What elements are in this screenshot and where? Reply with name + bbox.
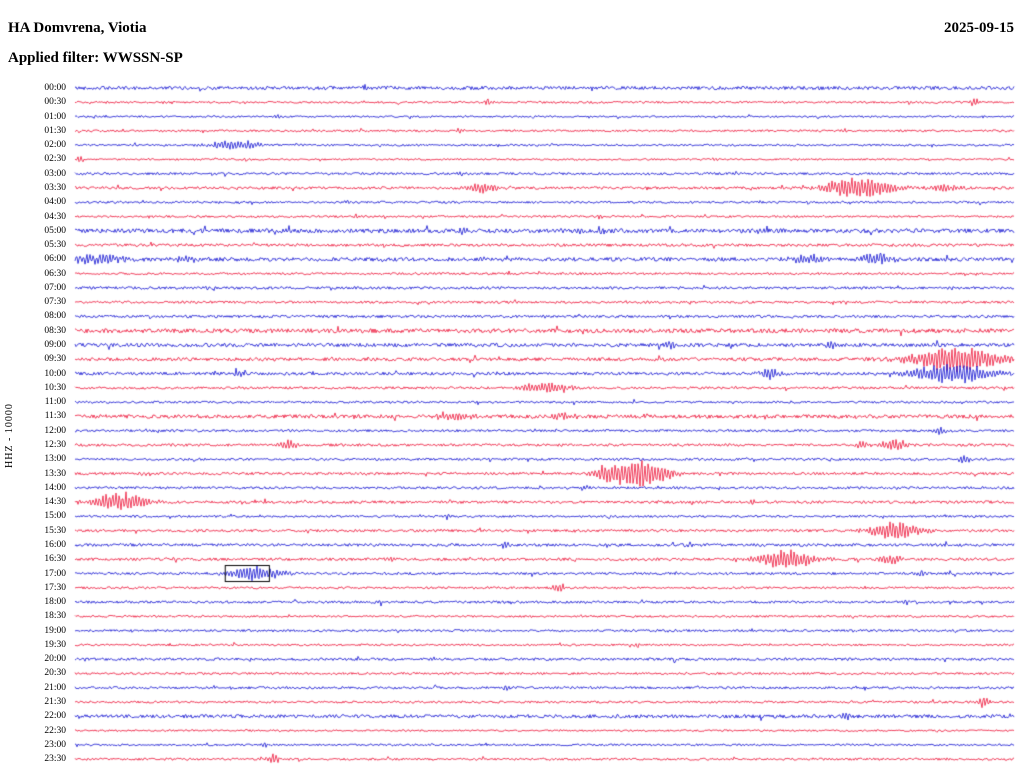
y-axis-label: HHZ - 10000: [4, 403, 15, 468]
filter-label: Applied filter: WWSSN-SP: [8, 50, 183, 66]
record-date: 2025-09-15: [944, 20, 1014, 36]
station-title: HA Domvrena, Viotia: [8, 20, 147, 36]
